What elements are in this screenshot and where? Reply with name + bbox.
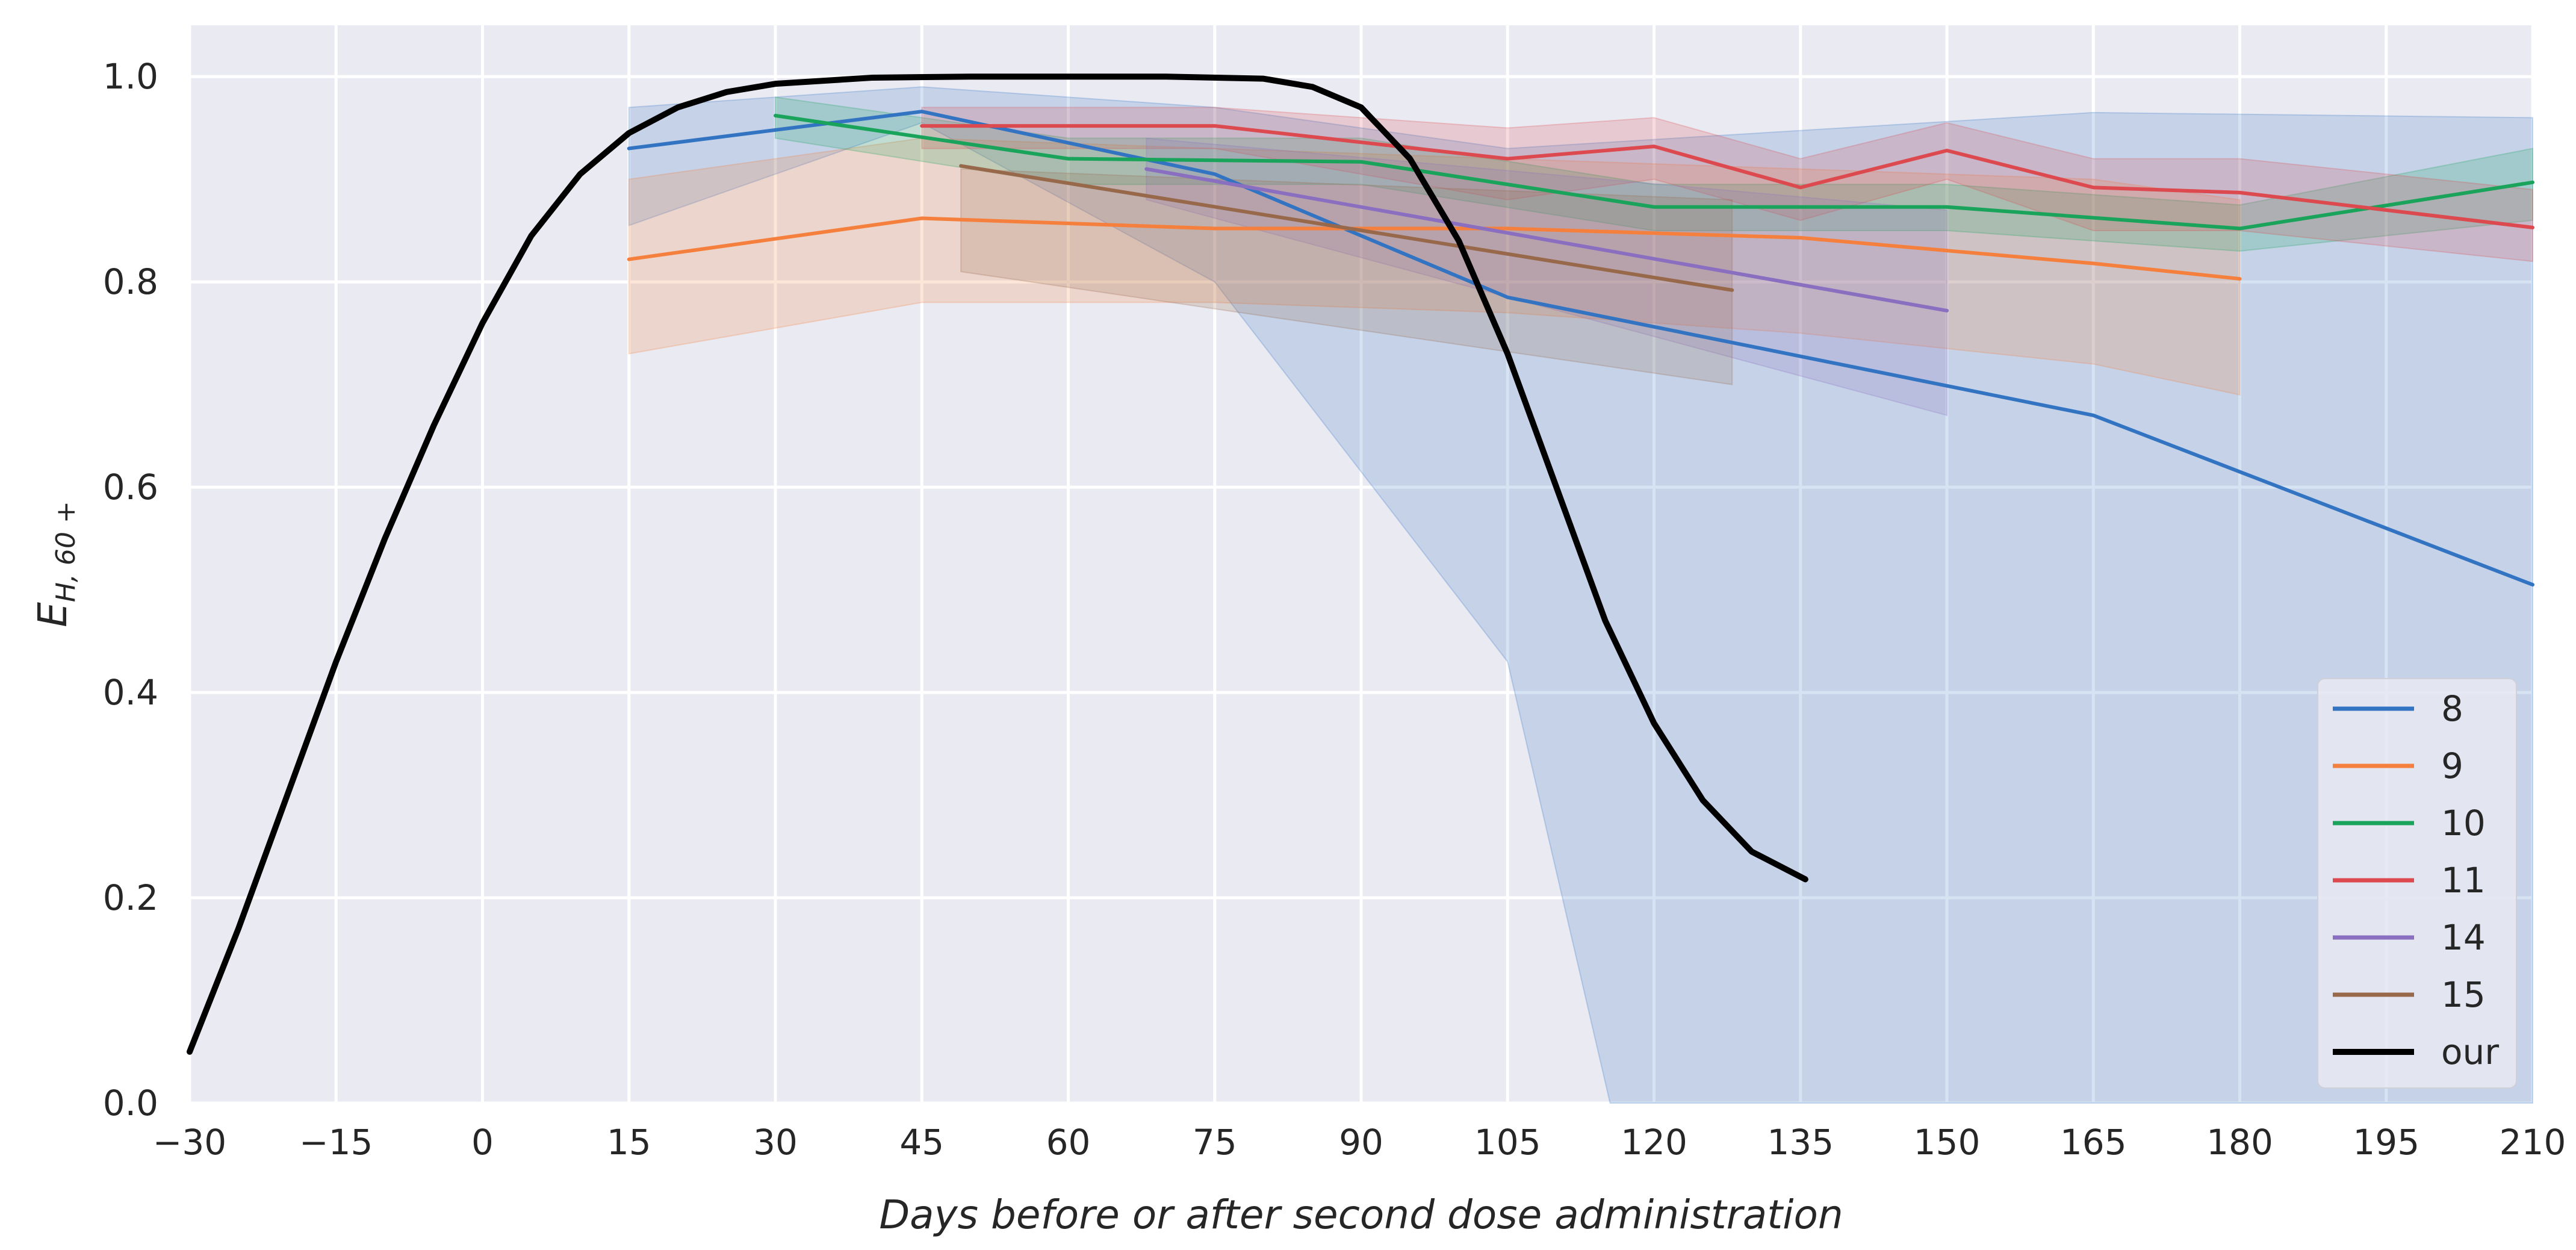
band-series-8 bbox=[628, 86, 2533, 1104]
legend-label-9: 9 bbox=[2441, 745, 2463, 786]
y-axis-label-main: E bbox=[29, 602, 76, 627]
y-tick-label: 1.0 bbox=[103, 56, 158, 97]
x-tick-label: 60 bbox=[1046, 1122, 1091, 1163]
y-tick-label: 0.8 bbox=[103, 261, 158, 302]
x-tick-label: 135 bbox=[1767, 1122, 1834, 1163]
x-tick-label: 180 bbox=[2206, 1122, 2273, 1163]
legend-label-15: 15 bbox=[2441, 974, 2486, 1015]
line-series-14 bbox=[1144, 167, 1949, 312]
legend-box bbox=[2317, 678, 2517, 1089]
x-tick-label: 0 bbox=[471, 1122, 494, 1163]
x-tick-label: 90 bbox=[1339, 1122, 1383, 1163]
x-tick-label: 105 bbox=[1474, 1122, 1541, 1163]
line-series-8 bbox=[627, 110, 2534, 587]
band-series-15 bbox=[960, 168, 1733, 385]
y-tick-label: 0.6 bbox=[103, 467, 158, 508]
x-tick-label: 30 bbox=[753, 1122, 798, 1163]
x-tick-label: 150 bbox=[1914, 1122, 1981, 1163]
y-axis-ticks: 0.0 0.2 0.4 0.6 0.8 1.0 bbox=[103, 56, 158, 1124]
x-axis-ticks: −30 −15 0 15 30 45 60 75 90 105 120 135 150 165 180 195… bbox=[153, 1122, 2566, 1163]
legend: 8 9 10 11 14 15 our bbox=[2317, 678, 2517, 1089]
x-tick-label: 15 bbox=[607, 1122, 651, 1163]
x-tick-label: 45 bbox=[899, 1122, 944, 1163]
x-tick-label: −15 bbox=[299, 1122, 373, 1163]
line-series-10 bbox=[774, 114, 2534, 231]
legend-label-our: our bbox=[2441, 1031, 2499, 1072]
x-tick-label: 120 bbox=[1621, 1122, 1687, 1163]
line-series-our bbox=[187, 73, 1808, 1055]
line-series-11 bbox=[920, 124, 2534, 229]
x-tick-label: 75 bbox=[1193, 1122, 1237, 1163]
line-series-15 bbox=[959, 164, 1734, 292]
legend-label-11: 11 bbox=[2441, 860, 2486, 901]
x-tick-label: 210 bbox=[2500, 1122, 2566, 1163]
y-axis-label: EH, 60 + bbox=[29, 501, 81, 627]
line-series-9 bbox=[627, 216, 2242, 281]
legend-label-14: 14 bbox=[2441, 917, 2486, 958]
confidence-bands bbox=[628, 86, 2533, 1104]
x-tick-label: 165 bbox=[2060, 1122, 2127, 1163]
x-axis-label: Days before or after second dose adminis… bbox=[879, 1192, 1843, 1238]
x-tick-label: 195 bbox=[2353, 1122, 2419, 1163]
band-series-11 bbox=[921, 107, 2533, 263]
legend-label-10: 10 bbox=[2441, 803, 2486, 844]
legend-label-8: 8 bbox=[2441, 688, 2463, 729]
y-axis-label-subscript: H, 60 + bbox=[51, 501, 81, 602]
series-lines bbox=[187, 73, 2534, 1055]
grid bbox=[188, 25, 2534, 1105]
y-tick-label: 0.4 bbox=[103, 672, 158, 713]
y-tick-label: 0.2 bbox=[103, 877, 158, 918]
y-tick-label: 0.0 bbox=[103, 1083, 158, 1124]
x-tick-label: −30 bbox=[153, 1122, 226, 1163]
